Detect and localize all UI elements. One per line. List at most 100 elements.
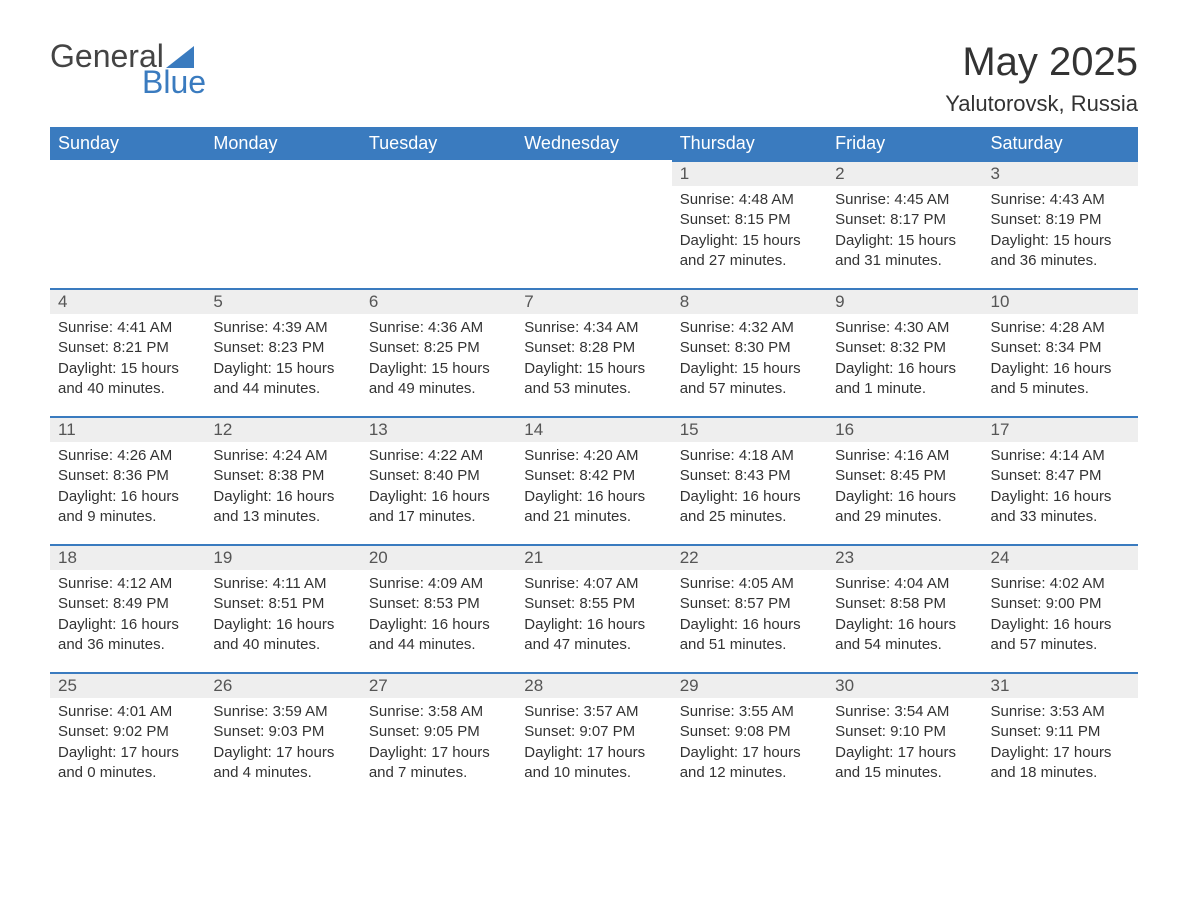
daylight-label: Daylight: (369, 744, 427, 761)
sunset-line: Sunset: 9:10 PM (835, 722, 974, 742)
day-number: 8 (672, 288, 827, 314)
sunset-value: 8:38 PM (268, 467, 324, 484)
sunset-label: Sunset: (680, 723, 731, 740)
sunrise-label: Sunrise: (58, 703, 113, 720)
sunset-line: Sunset: 8:49 PM (58, 594, 197, 614)
sunrise-label: Sunrise: (991, 575, 1046, 592)
sunset-label: Sunset: (58, 339, 109, 356)
weekday-header: Thursday (672, 127, 827, 160)
sunrise-line: Sunrise: 4:26 AM (58, 446, 197, 466)
calendar-empty-cell (361, 160, 516, 288)
sunrise-value: 4:16 AM (894, 447, 949, 464)
sunrise-label: Sunrise: (369, 319, 424, 336)
sunrise-label: Sunrise: (58, 319, 113, 336)
daylight-label: Daylight: (213, 488, 271, 505)
sunset-label: Sunset: (524, 723, 575, 740)
sunset-label: Sunset: (835, 595, 886, 612)
sunset-label: Sunset: (680, 211, 731, 228)
sunset-value: 8:42 PM (579, 467, 635, 484)
calendar-day-cell: 6Sunrise: 4:36 AMSunset: 8:25 PMDaylight… (361, 288, 516, 416)
sunrise-value: 4:02 AM (1050, 575, 1105, 592)
daylight-line: Daylight: 16 hours and 57 minutes. (991, 615, 1130, 656)
sunset-line: Sunset: 8:25 PM (369, 338, 508, 358)
sunrise-line: Sunrise: 4:01 AM (58, 702, 197, 722)
daylight-label: Daylight: (369, 360, 427, 377)
sunset-label: Sunset: (524, 595, 575, 612)
sunset-line: Sunset: 9:02 PM (58, 722, 197, 742)
daylight-label: Daylight: (213, 616, 271, 633)
page-header: General Blue May 2025 Yalutorovsk, Russi… (50, 40, 1138, 117)
day-number: 2 (827, 160, 982, 186)
sunrise-value: 4:22 AM (428, 447, 483, 464)
sunrise-line: Sunrise: 3:57 AM (524, 702, 663, 722)
weekday-header: Wednesday (516, 127, 671, 160)
sunrise-label: Sunrise: (991, 319, 1046, 336)
sunset-value: 9:11 PM (1046, 723, 1101, 740)
day-details: Sunrise: 4:05 AMSunset: 8:57 PMDaylight:… (672, 570, 827, 663)
sunset-line: Sunset: 9:11 PM (991, 722, 1130, 742)
sunrise-line: Sunrise: 4:11 AM (213, 574, 352, 594)
calendar-day-cell: 18Sunrise: 4:12 AMSunset: 8:49 PMDayligh… (50, 544, 205, 672)
sunset-label: Sunset: (835, 467, 886, 484)
sunset-label: Sunset: (991, 723, 1042, 740)
day-number: 14 (516, 416, 671, 442)
weekday-header-row: SundayMondayTuesdayWednesdayThursdayFrid… (50, 127, 1138, 160)
sunset-value: 8:30 PM (735, 339, 791, 356)
sunrise-line: Sunrise: 4:18 AM (680, 446, 819, 466)
sunset-line: Sunset: 8:58 PM (835, 594, 974, 614)
sunrise-label: Sunrise: (680, 447, 735, 464)
daylight-line: Daylight: 16 hours and 40 minutes. (213, 615, 352, 656)
sunset-line: Sunset: 8:55 PM (524, 594, 663, 614)
sunset-label: Sunset: (680, 339, 731, 356)
day-details: Sunrise: 4:02 AMSunset: 9:00 PMDaylight:… (983, 570, 1138, 663)
daylight-line: Daylight: 15 hours and 49 minutes. (369, 359, 508, 400)
sunset-value: 8:57 PM (735, 595, 791, 612)
sunset-value: 9:02 PM (113, 723, 169, 740)
calendar-day-cell: 20Sunrise: 4:09 AMSunset: 8:53 PMDayligh… (361, 544, 516, 672)
day-details: Sunrise: 4:26 AMSunset: 8:36 PMDaylight:… (50, 442, 205, 535)
sunrise-label: Sunrise: (524, 703, 579, 720)
calendar-day-cell: 15Sunrise: 4:18 AMSunset: 8:43 PMDayligh… (672, 416, 827, 544)
sunset-value: 8:45 PM (890, 467, 946, 484)
daylight-line: Daylight: 16 hours and 25 minutes. (680, 487, 819, 528)
day-details: Sunrise: 4:22 AMSunset: 8:40 PMDaylight:… (361, 442, 516, 535)
sunrise-value: 4:39 AM (273, 319, 328, 336)
sunset-line: Sunset: 8:19 PM (991, 210, 1130, 230)
daylight-line: Daylight: 17 hours and 0 minutes. (58, 743, 197, 784)
sunrise-label: Sunrise: (835, 319, 890, 336)
sunset-label: Sunset: (58, 595, 109, 612)
day-details: Sunrise: 4:16 AMSunset: 8:45 PMDaylight:… (827, 442, 982, 535)
sunrise-label: Sunrise: (991, 191, 1046, 208)
sunrise-label: Sunrise: (524, 575, 579, 592)
calendar-day-cell: 28Sunrise: 3:57 AMSunset: 9:07 PMDayligh… (516, 672, 671, 800)
sunset-label: Sunset: (680, 467, 731, 484)
sunrise-label: Sunrise: (213, 319, 268, 336)
sunrise-label: Sunrise: (524, 447, 579, 464)
calendar-day-cell: 30Sunrise: 3:54 AMSunset: 9:10 PMDayligh… (827, 672, 982, 800)
sunset-value: 8:17 PM (890, 211, 946, 228)
calendar-day-cell: 7Sunrise: 4:34 AMSunset: 8:28 PMDaylight… (516, 288, 671, 416)
daylight-line: Daylight: 16 hours and 51 minutes. (680, 615, 819, 656)
daylight-label: Daylight: (991, 488, 1049, 505)
calendar-day-cell: 5Sunrise: 4:39 AMSunset: 8:23 PMDaylight… (205, 288, 360, 416)
day-details: Sunrise: 4:36 AMSunset: 8:25 PMDaylight:… (361, 314, 516, 407)
sunset-line: Sunset: 8:53 PM (369, 594, 508, 614)
daylight-line: Daylight: 16 hours and 36 minutes. (58, 615, 197, 656)
calendar-day-cell: 4Sunrise: 4:41 AMSunset: 8:21 PMDaylight… (50, 288, 205, 416)
sunset-label: Sunset: (369, 339, 420, 356)
calendar-empty-cell (50, 160, 205, 288)
sunset-line: Sunset: 8:17 PM (835, 210, 974, 230)
sunset-value: 8:21 PM (113, 339, 169, 356)
weekday-header: Sunday (50, 127, 205, 160)
calendar-day-cell: 2Sunrise: 4:45 AMSunset: 8:17 PMDaylight… (827, 160, 982, 288)
day-details: Sunrise: 4:18 AMSunset: 8:43 PMDaylight:… (672, 442, 827, 535)
daylight-line: Daylight: 16 hours and 17 minutes. (369, 487, 508, 528)
day-number: 10 (983, 288, 1138, 314)
day-number: 1 (672, 160, 827, 186)
sunset-line: Sunset: 8:42 PM (524, 466, 663, 486)
sunset-value: 8:53 PM (424, 595, 480, 612)
sunrise-line: Sunrise: 4:22 AM (369, 446, 508, 466)
sunrise-value: 4:14 AM (1050, 447, 1105, 464)
sunset-line: Sunset: 8:38 PM (213, 466, 352, 486)
sunset-value: 8:19 PM (1046, 211, 1102, 228)
